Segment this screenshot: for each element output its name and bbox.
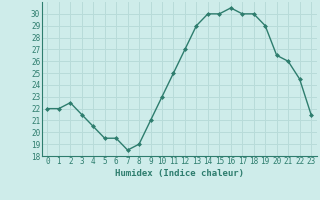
X-axis label: Humidex (Indice chaleur): Humidex (Indice chaleur) [115, 169, 244, 178]
